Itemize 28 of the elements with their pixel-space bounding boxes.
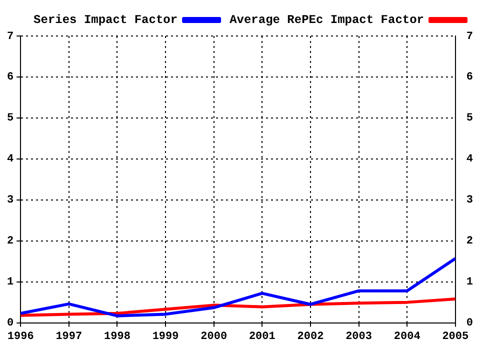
x-tick-label: 2003 <box>346 331 372 344</box>
x-tick-label: 2001 <box>248 331 276 344</box>
y-tick-label: 4 <box>6 154 14 166</box>
x-tick-label: 1998 <box>104 331 131 344</box>
y-tick-label: 6 <box>6 72 14 84</box>
x-tick-label: 1997 <box>56 331 82 344</box>
y-tick-label: 1 <box>6 276 14 289</box>
y2-tick-label: 2 <box>466 236 474 248</box>
x-tick-label: 2004 <box>394 331 421 344</box>
y2-tick-label: 4 <box>466 154 474 166</box>
y2-tick-label: 1 <box>466 276 474 289</box>
x-tick-label: 1996 <box>7 331 34 344</box>
legend-label: Series Impact Factor <box>34 13 178 28</box>
y-tick-label: 0 <box>6 318 14 330</box>
y-tick-label: 2 <box>6 236 14 248</box>
y-tick-label: 3 <box>6 194 14 207</box>
x-tick-label: 2000 <box>200 331 228 344</box>
y2-tick-label: 5 <box>466 112 474 125</box>
y-tick-label: 5 <box>6 112 14 125</box>
legend-label: Average RePEc Impact Factor <box>230 13 424 28</box>
y-tick-label: 7 <box>6 30 14 43</box>
y2-tick-label: 0 <box>466 318 474 330</box>
x-tick-label: 1999 <box>152 331 179 344</box>
x-tick-label: 2002 <box>297 331 324 344</box>
y2-tick-label: 7 <box>466 30 474 43</box>
y2-tick-label: 3 <box>466 194 474 207</box>
x-tick-label: 2005 <box>442 331 469 344</box>
y2-tick-label: 6 <box>466 72 474 84</box>
